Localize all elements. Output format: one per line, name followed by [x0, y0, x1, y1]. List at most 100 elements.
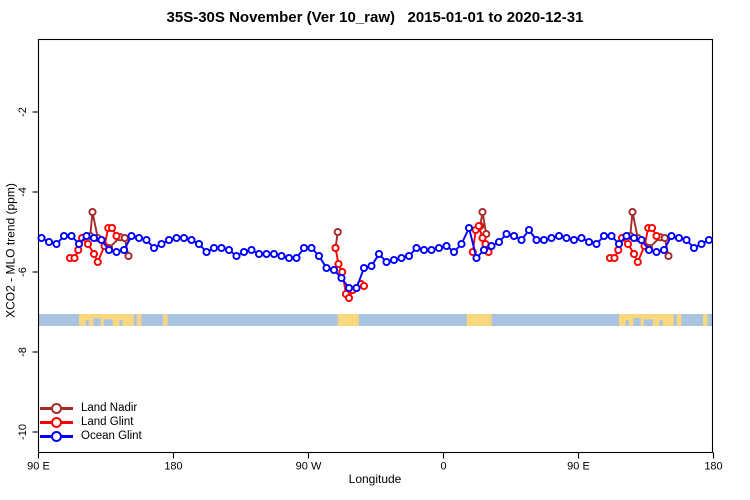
x-tick-label: 90 E [27, 461, 50, 473]
data-point [344, 293, 354, 303]
data-point [502, 229, 511, 239]
legend-item-ocean-glint: Ocean Glint [40, 429, 142, 443]
data-point [623, 239, 633, 249]
x-tick-label: 180 [704, 461, 722, 473]
data-point [374, 249, 384, 259]
data-point [382, 257, 391, 267]
legend-label: Land Nadir [81, 402, 138, 414]
x-tick-label: 90 E [567, 461, 590, 473]
data-point [457, 239, 466, 249]
data-point [539, 235, 549, 245]
data-point [629, 249, 639, 259]
data-point [352, 283, 361, 293]
y-tick-label: -6 [17, 267, 29, 277]
data-point [517, 235, 526, 245]
data-point [172, 233, 181, 243]
y-tick-label: -8 [17, 347, 29, 357]
data-point [633, 257, 642, 267]
y-tick-label: -10 [17, 424, 29, 440]
data-point [112, 231, 121, 241]
data-point [344, 283, 354, 293]
data-point [652, 231, 661, 241]
data-point [149, 243, 159, 253]
data-point [610, 253, 619, 263]
data-point [464, 223, 474, 233]
data-point [592, 239, 601, 249]
data-point [89, 233, 99, 243]
data-point [644, 245, 654, 255]
data-point [628, 207, 637, 217]
land-ocean-strip [38, 314, 713, 326]
data-point [472, 253, 481, 263]
data-point [299, 243, 309, 253]
ocean-glint-marker-icon [40, 430, 73, 442]
data-point [254, 249, 264, 259]
series-ocean-glint [37, 223, 714, 293]
data-point [547, 233, 556, 243]
data-point [119, 245, 129, 255]
data-point [682, 235, 691, 245]
ocean-bite [625, 320, 629, 326]
ocean-bite [103, 319, 113, 326]
data-point [664, 251, 673, 261]
ocean-bite [85, 320, 89, 326]
data-point [334, 259, 343, 269]
land-patch [337, 314, 359, 326]
data-point [127, 231, 136, 241]
legend-label: Ocean Glint [81, 430, 142, 442]
data-point [412, 243, 421, 253]
data-point [554, 231, 564, 241]
data-point [202, 247, 211, 257]
legend: Land Nadir Land Glint Ocean Glint [40, 401, 142, 443]
axes: 90 E 180 90 W 0 90 E 180 -2 -4 -6 -8 -10 [17, 38, 723, 473]
data-point [232, 251, 241, 261]
data-point [599, 231, 609, 241]
data-point [442, 241, 451, 251]
data-point [389, 255, 399, 265]
chart-title: 35S-30S November (Ver 10_raw) 2015-01-01… [166, 9, 584, 26]
data-point [667, 231, 676, 241]
data-point [629, 233, 639, 243]
data-point [179, 233, 189, 243]
plot-box [37, 38, 714, 454]
data-point [607, 231, 616, 241]
data-point [478, 207, 487, 217]
data-point [74, 239, 84, 249]
data-point [124, 251, 133, 261]
data-point [52, 239, 61, 249]
data-point [239, 247, 249, 257]
data-point [134, 233, 144, 243]
data-point [120, 233, 129, 243]
data-point [524, 225, 534, 235]
data-point [97, 235, 106, 245]
x-tick-label: 90 W [296, 461, 322, 473]
data-point [329, 265, 339, 275]
data-point [247, 245, 256, 255]
ocean-bite [93, 318, 101, 326]
land-nadir-marker-icon [40, 402, 73, 414]
data-point [532, 235, 541, 245]
data-point [674, 233, 684, 243]
data-point [652, 247, 661, 257]
data-point [494, 237, 504, 247]
data-point [577, 233, 586, 243]
data-point [217, 243, 226, 253]
data-point [209, 243, 219, 253]
data-point [419, 245, 429, 255]
land-patch [163, 314, 168, 326]
legend-label: Land Glint [81, 416, 134, 428]
data-point [359, 281, 369, 291]
data-point [82, 231, 91, 241]
data-point [292, 253, 301, 263]
data-point [83, 239, 93, 249]
y-tick-label: -2 [17, 107, 29, 117]
data-point [284, 253, 294, 263]
y-tick-label: -4 [17, 187, 29, 197]
x-tick-label: 0 [440, 461, 446, 473]
data-point [562, 233, 571, 243]
data-point [104, 245, 114, 255]
data-point [647, 223, 657, 233]
legend-item-land-nadir: Land Nadir [40, 401, 142, 415]
x-axis-label: Longitude [348, 472, 402, 486]
